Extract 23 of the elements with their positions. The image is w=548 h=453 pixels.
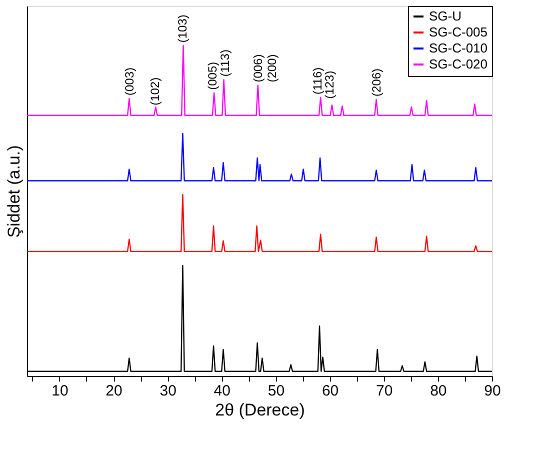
x-tick-label: 80 — [430, 382, 447, 400]
legend-label: SG-U — [429, 8, 462, 24]
x-tick-label: 20 — [106, 382, 122, 400]
legend-label: SG-C-010 — [429, 40, 488, 56]
annotation: (003) — [122, 67, 137, 96]
annotation: (103) — [176, 14, 190, 43]
x-tick-label: 10 — [52, 382, 68, 400]
legend-label: SG-C-005 — [429, 24, 488, 40]
x-tick-label: 40 — [214, 382, 230, 400]
annotation: (005) — [205, 62, 220, 90]
x-tick-label: 60 — [322, 382, 339, 400]
x-axis-title: 2θ (Derece) — [215, 400, 305, 420]
x-tick-label: 50 — [268, 382, 285, 400]
annotation: (102) — [148, 77, 162, 106]
annotation: (113) — [218, 50, 232, 77]
x-tick-label: 90 — [484, 382, 501, 400]
annotation: (206) — [369, 68, 384, 96]
x-tick-label: 70 — [376, 382, 393, 400]
y-axis-title: Şiddet (a.u.) — [4, 145, 24, 238]
annotation: (006) (200) — [250, 54, 279, 82]
annotation: (116) — [310, 67, 324, 95]
x-tick-label: 30 — [160, 382, 176, 400]
legend-label: SG-C-020 — [429, 56, 488, 72]
